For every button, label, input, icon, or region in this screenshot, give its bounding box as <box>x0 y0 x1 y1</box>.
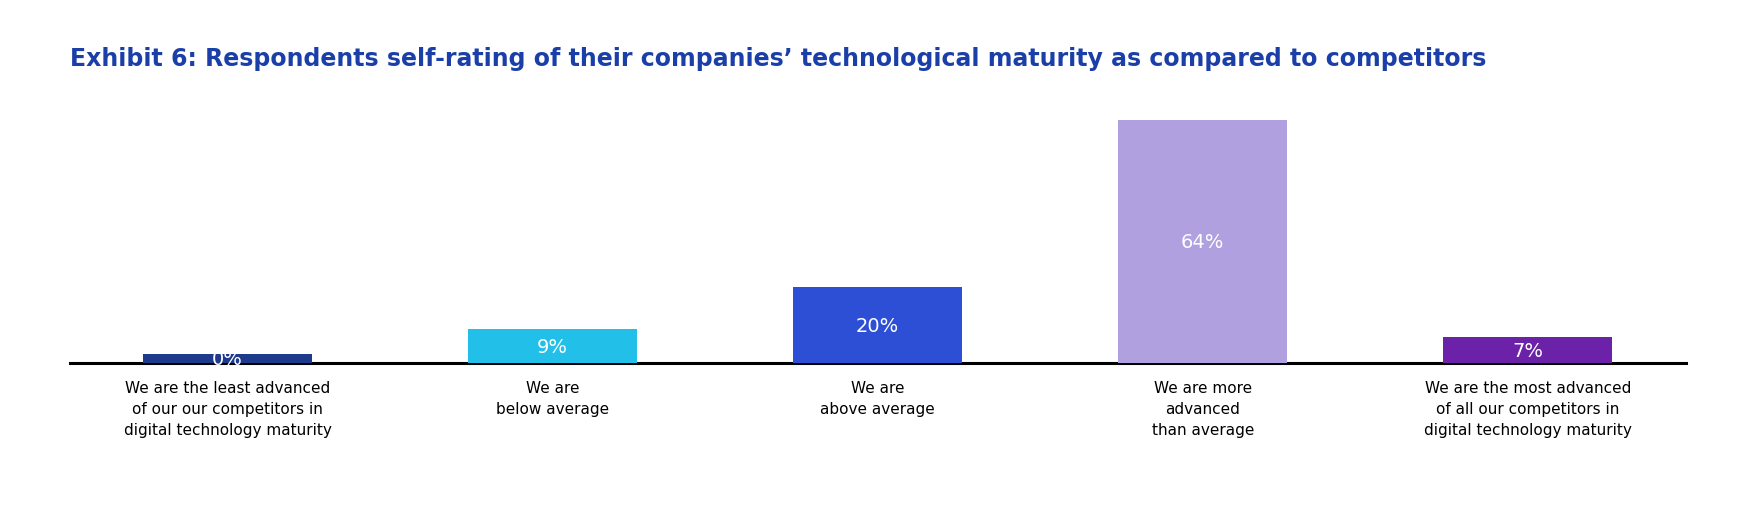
Text: Exhibit 6: Respondents self-rating of their companies’ technological maturity as: Exhibit 6: Respondents self-rating of th… <box>70 47 1486 71</box>
Text: 9%: 9% <box>537 337 568 356</box>
Bar <box>468 329 638 364</box>
Text: 20%: 20% <box>857 316 899 335</box>
Bar <box>1443 337 1613 364</box>
Bar <box>1118 121 1288 364</box>
Text: 64%: 64% <box>1182 233 1225 252</box>
Bar <box>143 354 313 364</box>
Bar <box>793 288 963 364</box>
Text: 0%: 0% <box>212 349 243 368</box>
Text: 7%: 7% <box>1512 341 1543 360</box>
